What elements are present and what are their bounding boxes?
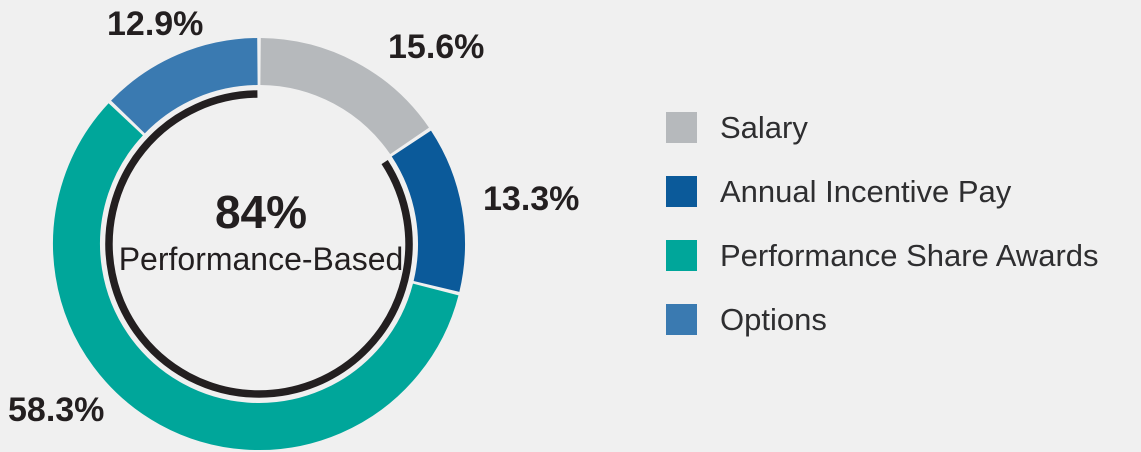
donut-segment-options (111, 38, 259, 134)
legend-swatch-annual-incentive-pay (666, 176, 697, 207)
legend-label-annual-incentive-pay: Annual Incentive Pay (720, 174, 1012, 209)
donut-segment-annual-incentive-pay (391, 130, 465, 292)
legend-label-salary: Salary (720, 110, 808, 145)
legend-swatch-options (666, 304, 697, 335)
donut-center-value: 84% (214, 186, 308, 238)
segment-value-options: 12.9% (107, 5, 204, 43)
donut-center-label: Performance-Based (118, 241, 404, 277)
legend-item-salary: Salary (666, 112, 1099, 143)
donut-segment-salary (259, 38, 429, 155)
legend-swatch-performance-share-awards (666, 240, 697, 271)
segment-value-salary: 15.6% (388, 28, 485, 66)
segment-value-annual-incentive-pay: 13.3% (483, 180, 580, 218)
legend-label-performance-share-awards: Performance Share Awards (720, 238, 1099, 273)
donut-segment-performance-share-awards (53, 103, 459, 450)
legend-item-options: Options (666, 304, 1099, 335)
performance-based-arc (105, 90, 413, 398)
legend: Salary Annual Incentive Pay Performance … (666, 112, 1099, 335)
legend-item-annual-incentive-pay: Annual Incentive Pay (666, 176, 1099, 207)
legend-swatch-salary (666, 112, 697, 143)
legend-item-performance-share-awards: Performance Share Awards (666, 240, 1099, 271)
legend-label-options: Options (720, 302, 827, 337)
segment-value-performance-share-awards: 58.3% (8, 391, 105, 429)
